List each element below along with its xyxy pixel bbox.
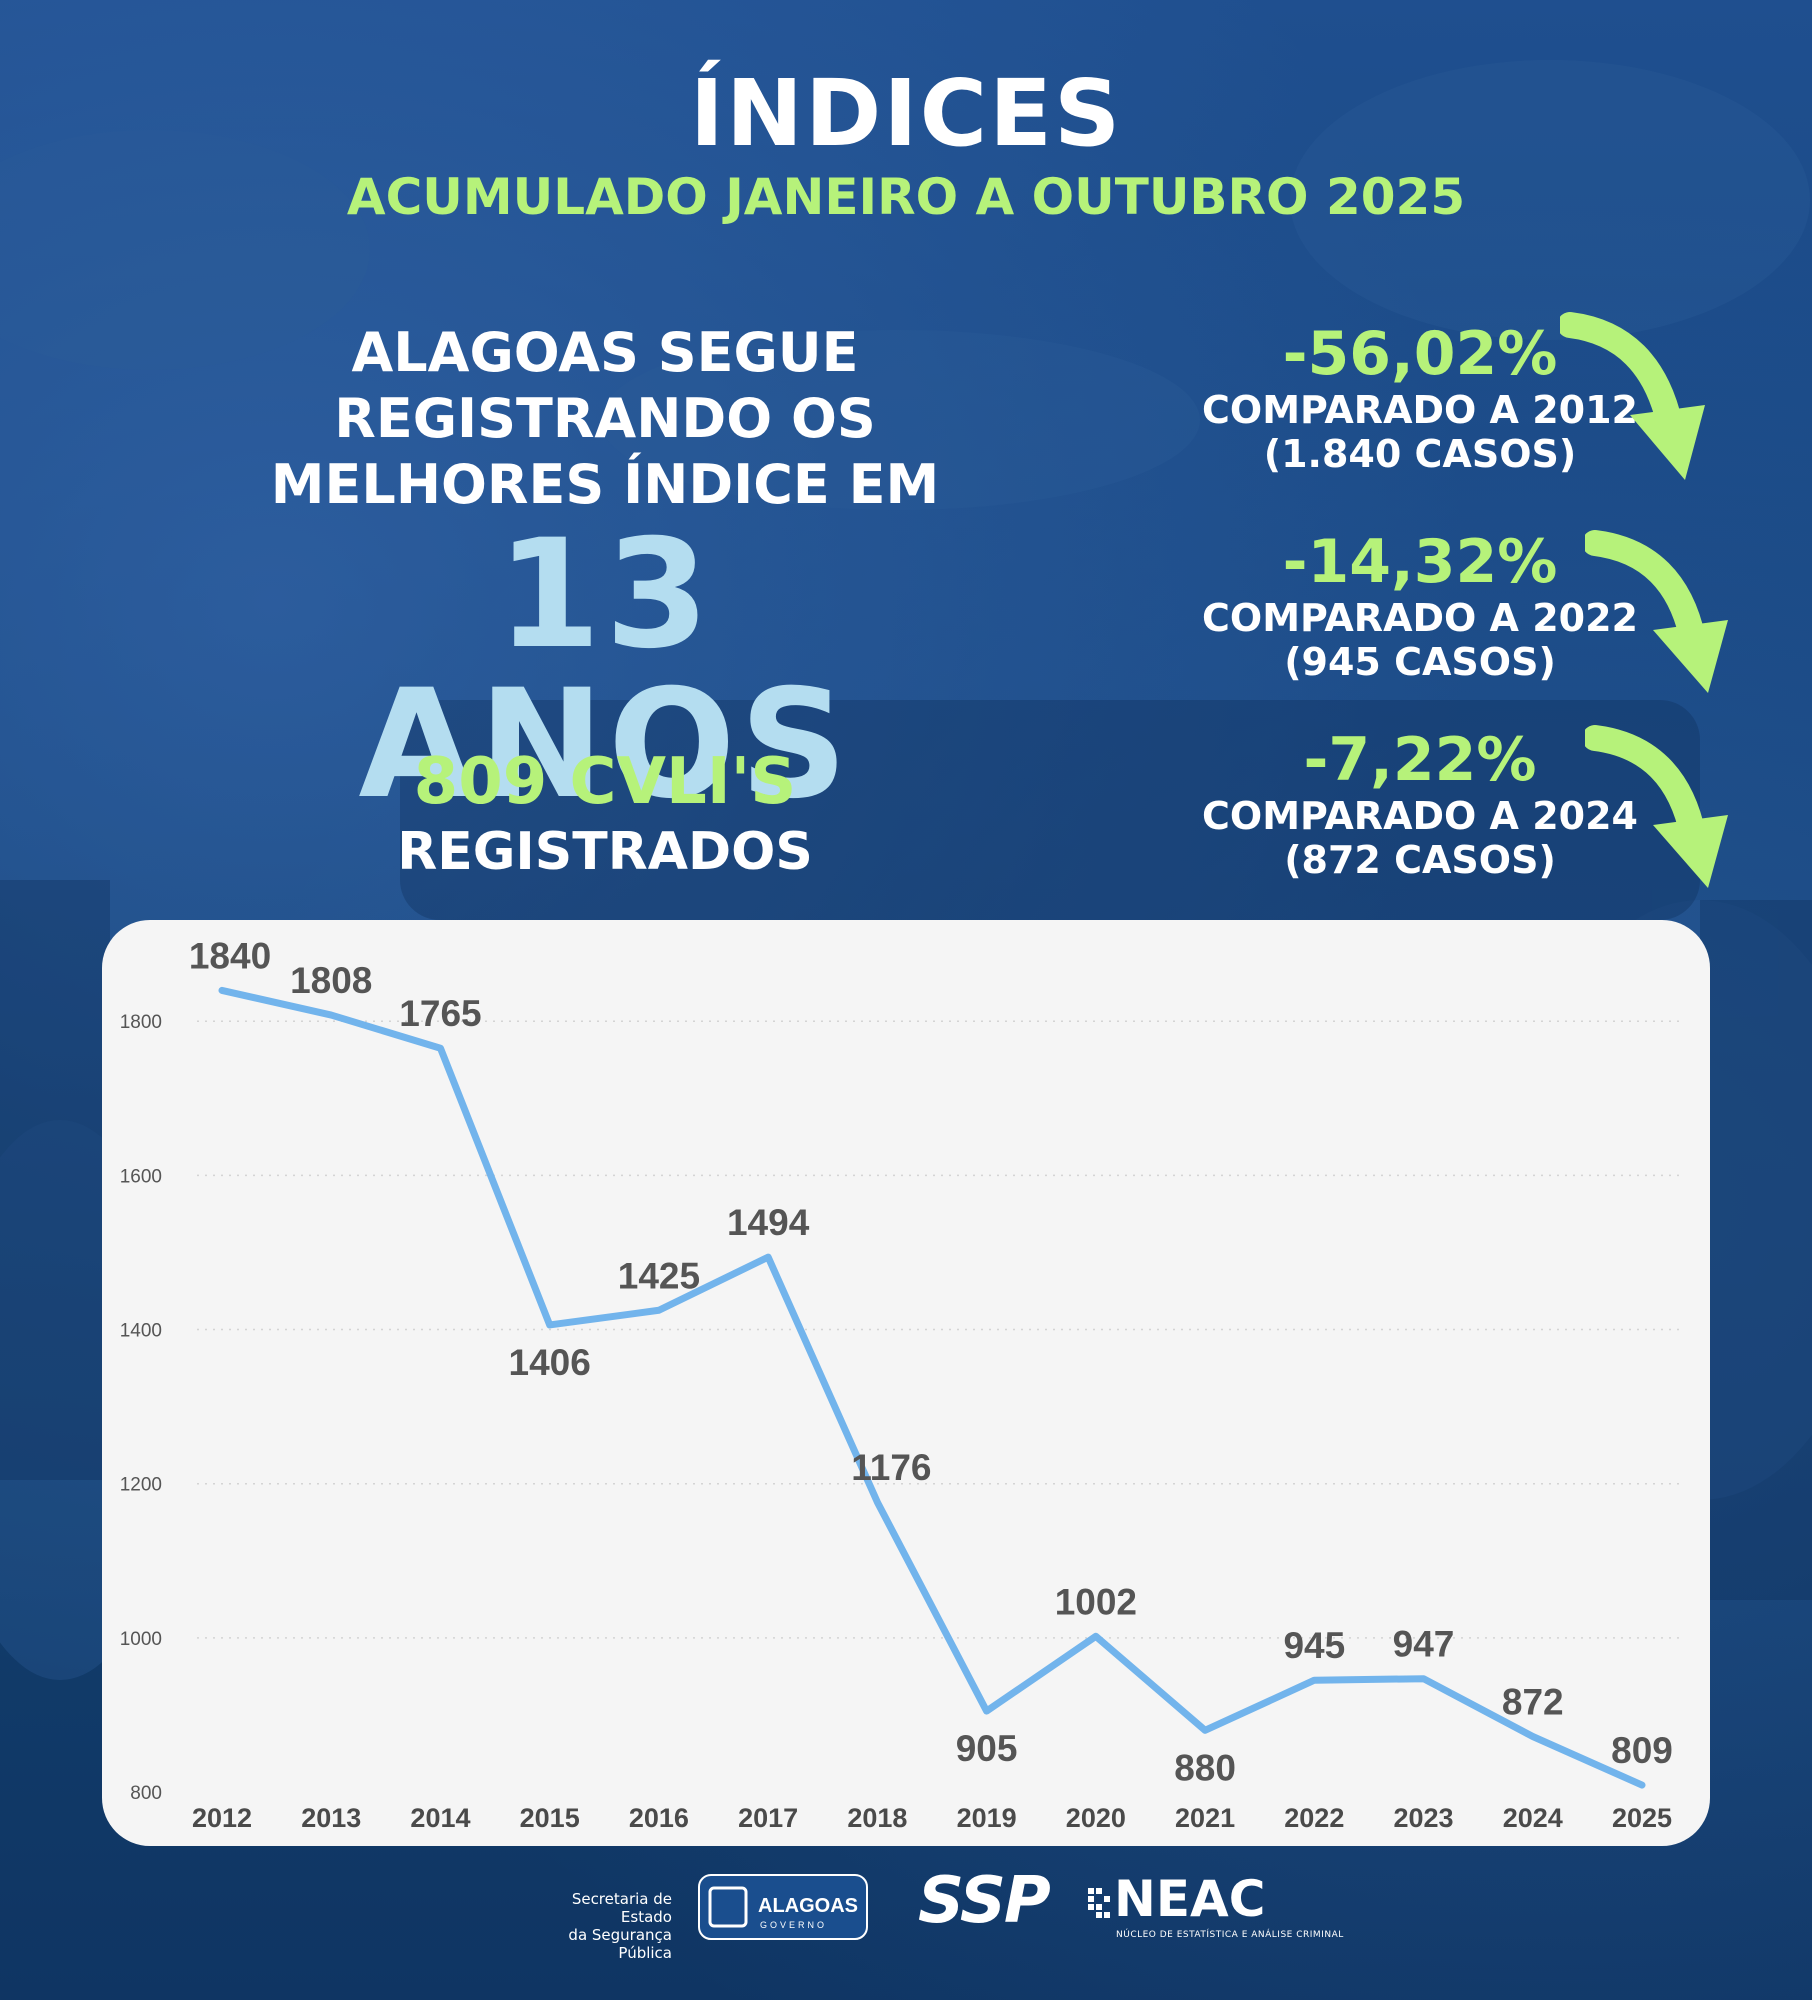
total-cvli-value: 809 CVLI'S bbox=[413, 745, 797, 819]
y-tick-label: 800 bbox=[130, 1783, 162, 1804]
data-label: 809 bbox=[1611, 1730, 1673, 1771]
data-label: 1494 bbox=[727, 1202, 810, 1243]
ssp-logo: SSP bbox=[918, 1864, 1051, 1938]
x-tick-label: 2012 bbox=[192, 1803, 252, 1833]
data-label: 1176 bbox=[851, 1447, 931, 1488]
comparison-cases: (1.840 CASOS) bbox=[1263, 432, 1577, 476]
neac-logo: NEAC bbox=[1114, 1870, 1266, 1928]
data-label: 880 bbox=[1174, 1747, 1236, 1788]
alagoas-logo-name: ALAGOAS bbox=[758, 1895, 858, 1917]
x-tick-label: 2025 bbox=[1612, 1803, 1672, 1833]
data-label: 945 bbox=[1283, 1625, 1345, 1666]
x-tick-label: 2020 bbox=[1066, 1803, 1126, 1833]
comparison-cases: (945 CASOS) bbox=[1284, 640, 1556, 684]
comparison-percent: -56,02% bbox=[1282, 319, 1558, 389]
secretaria-logo-text: Secretaria de Estado da Segurança Públic… bbox=[530, 1890, 672, 1962]
headline-line-1: ALAGOAS SEGUE bbox=[351, 321, 859, 384]
comparison-2022: -14,32% COMPARADO A 2022 (945 CASOS) bbox=[1100, 528, 1740, 684]
comparison-label: COMPARADO A 2022 bbox=[1202, 596, 1638, 640]
neac-logo-subtitle: NÚCLEO DE ESTATÍSTICA E ANÁLISE CRIMINAL bbox=[1116, 1930, 1344, 1940]
page-title: ÍNDICES bbox=[689, 60, 1123, 167]
x-tick-label: 2014 bbox=[410, 1803, 470, 1833]
headline-line-3: MELHORES ÍNDICE EM bbox=[270, 453, 940, 516]
x-tick-label: 2019 bbox=[957, 1803, 1017, 1833]
headline-years: 13 ANOS bbox=[358, 508, 852, 832]
series-line bbox=[218, 986, 1646, 1789]
down-arrow-icon bbox=[1560, 312, 1705, 480]
comparison-label: COMPARADO A 2024 bbox=[1202, 794, 1638, 838]
y-tick-label: 1800 bbox=[120, 1012, 162, 1033]
footer-logos: Secretaria de Estado da Segurança Públic… bbox=[0, 1864, 1812, 1962]
y-tick-label: 1400 bbox=[120, 1321, 162, 1342]
data-label: 1765 bbox=[399, 993, 481, 1034]
data-label: 872 bbox=[1502, 1682, 1564, 1723]
x-tick-label: 2013 bbox=[301, 1803, 361, 1833]
data-label: 1808 bbox=[290, 960, 372, 1001]
data-label: 905 bbox=[956, 1728, 1018, 1769]
data-label: 1406 bbox=[509, 1342, 591, 1383]
comparison-2024: -7,22% COMPARADO A 2024 (872 CASOS) bbox=[1100, 726, 1740, 882]
comparison-percent: -14,32% bbox=[1282, 527, 1558, 597]
comparison-cases: (872 CASOS) bbox=[1284, 838, 1556, 882]
down-arrow-icon bbox=[1585, 530, 1728, 693]
cvli-line-chart: 800 1000 1200 1400 1600 1800 2012 2013 2014 2015 2… bbox=[120, 935, 1682, 1833]
comparison-percent: -7,22% bbox=[1303, 725, 1537, 795]
x-tick-label: 2021 bbox=[1175, 1803, 1235, 1833]
comparison-label: COMPARADO A 2012 bbox=[1202, 388, 1638, 432]
y-tick-label: 1000 bbox=[120, 1629, 162, 1650]
data-label: 1840 bbox=[189, 935, 271, 976]
x-tick-label: 2015 bbox=[520, 1803, 580, 1833]
data-label: 1002 bbox=[1055, 1581, 1137, 1622]
secretaria-line-1: Secretaria de Estado bbox=[571, 1890, 672, 1926]
secretaria-line-2: da Segurança Pública bbox=[568, 1926, 672, 1962]
x-tick-label: 2023 bbox=[1393, 1803, 1453, 1833]
neac-dots-icon bbox=[1088, 1888, 1110, 1918]
x-tick-label: 2022 bbox=[1284, 1803, 1344, 1833]
page-subtitle: ACUMULADO JANEIRO A OUTUBRO 2025 bbox=[346, 168, 1466, 226]
headline: ALAGOAS SEGUE REGISTRANDO OS MELHORES ÍN… bbox=[230, 320, 980, 518]
alagoas-logo-sub: GOVERNO bbox=[760, 1920, 827, 1930]
data-label: 1425 bbox=[618, 1255, 700, 1296]
data-label: 947 bbox=[1393, 1624, 1455, 1665]
y-tick-label: 1200 bbox=[120, 1475, 162, 1496]
total-cvli-label: REGISTRADOS bbox=[397, 822, 813, 882]
x-tick-label: 2016 bbox=[629, 1803, 689, 1833]
y-tick-label: 1600 bbox=[120, 1166, 162, 1187]
alagoas-governo-logo: ALAGOAS GOVERNO bbox=[698, 1874, 868, 1940]
x-tick-label: 2024 bbox=[1503, 1803, 1563, 1833]
x-tick-label: 2017 bbox=[738, 1803, 798, 1833]
comparison-2012: -56,02% COMPARADO A 2012 (1.840 CASOS) bbox=[1100, 320, 1740, 476]
headline-line-2: REGISTRANDO OS bbox=[334, 387, 876, 450]
down-arrow-icon bbox=[1585, 725, 1728, 888]
x-tick-label: 2018 bbox=[847, 1803, 907, 1833]
